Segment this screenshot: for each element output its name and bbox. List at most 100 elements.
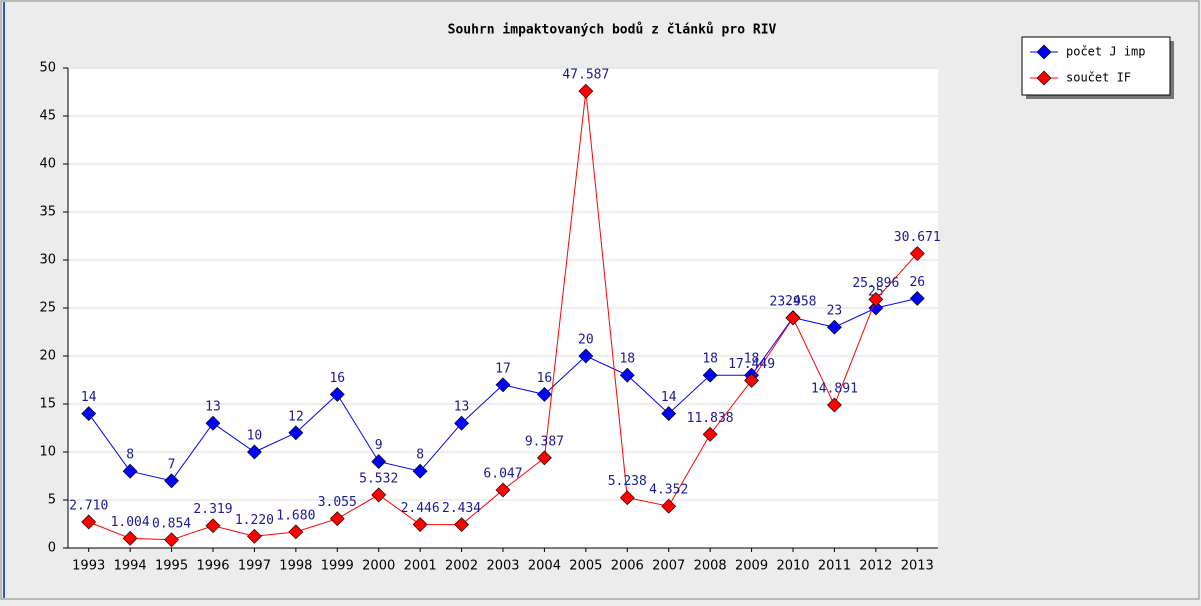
x-tick-label: 2011 [818,559,851,574]
legend-marker [1036,44,1052,60]
x-tick-label: 1993 [72,559,105,574]
marker [164,532,179,548]
data-label: 30.671 [894,230,941,245]
x-tick-label: 2006 [611,559,644,574]
marker [702,367,718,383]
marker [288,524,304,540]
marker [827,319,842,335]
x-tick-label: 2000 [362,559,395,574]
marker [785,310,801,326]
marker [205,415,221,431]
marker [537,386,552,402]
data-label: 13 [205,400,221,415]
marker [661,498,677,514]
marker [827,397,842,413]
marker [288,425,304,441]
x-tick-label: 2003 [486,559,519,574]
data-label: 18 [744,352,760,367]
marker [247,444,262,460]
marker [371,487,387,503]
data-label: 10 [247,429,263,444]
data-label: 23.958 [770,295,817,310]
data-label: 14.891 [811,382,858,397]
data-label: 16 [537,371,553,386]
x-tick-label: 2007 [652,559,685,574]
marker [909,246,925,261]
x-tick-label: 2010 [776,559,809,574]
marker [495,377,511,393]
data-label: 9.387 [525,434,564,449]
marker [578,83,594,99]
x-tick-label: 1997 [238,559,271,574]
x-tick-label: 1996 [196,559,229,574]
legend [1021,36,1171,96]
marker [329,386,345,402]
marker [412,463,428,479]
y-tick-label: 50 [39,61,56,76]
data-label: 2.446 [401,501,440,516]
marker [495,482,511,498]
y-tick-label: 25 [39,301,56,316]
data-label: 1.004 [111,515,150,530]
marker [329,511,345,527]
data-label: 5.532 [359,471,398,486]
data-label: 6.047 [483,466,522,481]
marker [537,450,552,466]
marker [81,406,97,422]
marker [702,426,718,442]
marker [122,463,138,479]
y-tick-label: 15 [39,397,56,412]
chart-title: Souhrn impaktovaných bodů z článků pro R… [448,23,777,38]
x-tick-label: 2013 [901,559,934,574]
marker [412,517,428,532]
marker [661,406,677,422]
marker [619,490,635,506]
data-label: 7 [168,457,176,472]
marker [619,367,635,383]
data-label: 3.055 [318,495,357,510]
x-tick-label: 1995 [155,559,188,574]
data-label: 12 [288,409,304,424]
marker [454,517,469,533]
data-label: 5.238 [608,474,647,489]
data-label: 1.220 [235,513,274,528]
marker [868,300,884,316]
data-label: 2.319 [193,502,232,517]
y-tick-label: 40 [39,157,56,172]
x-tick-label: 2002 [445,559,478,574]
data-label: 47.587 [562,68,609,83]
data-label: 23 [827,304,843,319]
data-label: 20 [578,333,594,348]
data-label: 2.710 [69,498,108,513]
data-label: 13 [454,400,470,415]
marker [744,373,759,388]
data-label: 14 [81,390,97,405]
x-tick-label: 2012 [859,559,892,574]
marker [81,514,97,530]
data-label: 17 [495,361,511,376]
data-label: 8 [126,448,134,463]
data-label: 8 [416,448,424,463]
y-tick-label: 35 [39,205,56,220]
data-label: 17.449 [728,357,775,372]
data-label: 18 [619,352,635,367]
x-tick-label: 2001 [404,559,437,574]
data-label: 24 [785,294,801,309]
x-tick-label: 2004 [528,559,561,574]
data-label: 11.838 [687,411,734,426]
marker [205,518,221,534]
data-label: 16 [329,371,345,386]
marker [454,415,469,431]
x-tick-label: 2009 [735,559,768,574]
x-tick-label: 2008 [694,559,727,574]
legend-label: součet IF [1066,71,1131,85]
data-label: 0.854 [152,516,191,531]
marker [371,454,387,470]
data-label: 9 [375,438,383,453]
data-label: 4.352 [649,483,688,498]
y-tick-label: 5 [48,493,56,508]
data-label: 14 [661,390,677,405]
marker [578,348,594,364]
